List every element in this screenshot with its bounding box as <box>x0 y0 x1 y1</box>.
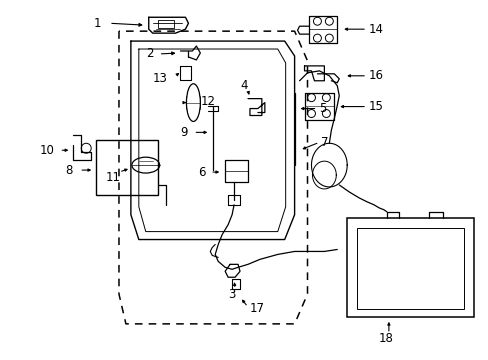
Text: 4: 4 <box>240 79 247 92</box>
Text: 18: 18 <box>378 332 393 345</box>
Bar <box>356 228 463 309</box>
Text: 1: 1 <box>93 17 101 30</box>
Text: 8: 8 <box>65 163 73 176</box>
Text: 14: 14 <box>368 23 383 36</box>
Text: 15: 15 <box>368 100 383 113</box>
Text: 3: 3 <box>228 288 235 301</box>
Text: 13: 13 <box>152 72 167 85</box>
Text: 16: 16 <box>368 69 383 82</box>
Bar <box>346 218 473 317</box>
Text: 10: 10 <box>40 144 54 157</box>
Bar <box>96 140 157 195</box>
Text: 12: 12 <box>200 95 215 108</box>
Text: 9: 9 <box>180 126 187 139</box>
Text: 5: 5 <box>319 102 326 115</box>
Text: 17: 17 <box>249 302 264 315</box>
Text: 2: 2 <box>145 48 153 60</box>
Text: 7: 7 <box>321 136 328 149</box>
Text: 6: 6 <box>198 166 205 179</box>
Bar <box>157 20 173 28</box>
Text: 11: 11 <box>106 171 121 184</box>
